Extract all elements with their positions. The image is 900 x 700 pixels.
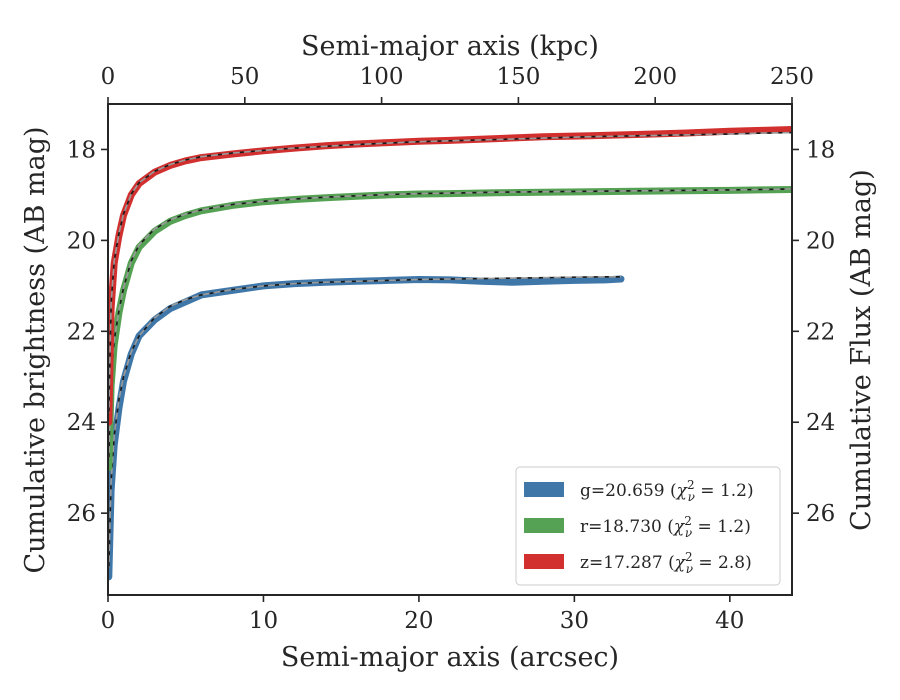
y-tick-label: 22	[67, 319, 96, 345]
series-z-band	[108, 126, 792, 426]
legend-swatch-r	[524, 518, 564, 533]
x-tick-label: 10	[249, 608, 278, 634]
legend-swatch-g	[524, 482, 564, 497]
y-axis-label: Cumulative brightness (AB mag)	[20, 126, 51, 573]
top-x-tick-label: 100	[360, 64, 404, 90]
top-x-axis-label: Semi-major axis (kpc)	[301, 31, 599, 62]
right-y-tick-label: 20	[806, 228, 835, 254]
legend-swatch-z	[524, 554, 564, 569]
right-y-tick-label: 22	[806, 319, 835, 345]
right-y-tick-label: 24	[806, 410, 835, 436]
x-tick-label: 0	[101, 608, 116, 634]
x-tick-label: 30	[560, 608, 589, 634]
top-x-tick-label: 200	[633, 64, 677, 90]
top-x-tick-label: 150	[496, 64, 540, 90]
series-z-model-dark	[108, 131, 792, 414]
series-layer	[108, 126, 792, 581]
y-tick-label: 20	[67, 228, 96, 254]
x-axis-label: Semi-major axis (arcsec)	[281, 642, 619, 673]
right-y-axis-label: Cumulative Flux (AB mag)	[846, 169, 877, 531]
legend-label-r: r=18.730 (χ2 ν = 1.2)	[580, 514, 751, 540]
x-tick-label: 40	[715, 608, 744, 634]
right-y-tick-label: 18	[806, 137, 835, 163]
top-x-tick-label: 250	[770, 64, 814, 90]
y-tick-label: 24	[67, 410, 96, 436]
y-tick-label: 26	[67, 501, 96, 527]
series-r-model-dark	[108, 188, 792, 459]
legend-label-g: g=20.659 (χ2 ν = 1.2)	[580, 478, 754, 504]
plot-frame	[107, 103, 793, 596]
top-x-tick-label: 50	[230, 64, 259, 90]
right-y-tick-label: 26	[806, 501, 835, 527]
series-r-band	[108, 186, 792, 472]
series-r-model-light	[108, 188, 792, 459]
series-z-model-light	[108, 131, 792, 414]
legend: g=20.659 (χ2 ν = 1.2) r=18.730 (χ2 ν = 1.2)…	[515, 466, 781, 586]
ticks-layer: 0 10 20 30 40 0 50 100 150 200 250 18 18 20 20 22 22 24 24…	[67, 64, 836, 634]
top-x-tick-label: 0	[101, 64, 116, 90]
y-tick-label: 18	[67, 137, 96, 163]
legend-frame	[515, 466, 781, 586]
series-g-model-light	[108, 275, 621, 568]
legend-label-z: z=17.287 (χ2 ν = 2.8)	[580, 550, 752, 576]
x-tick-label: 20	[404, 608, 433, 634]
